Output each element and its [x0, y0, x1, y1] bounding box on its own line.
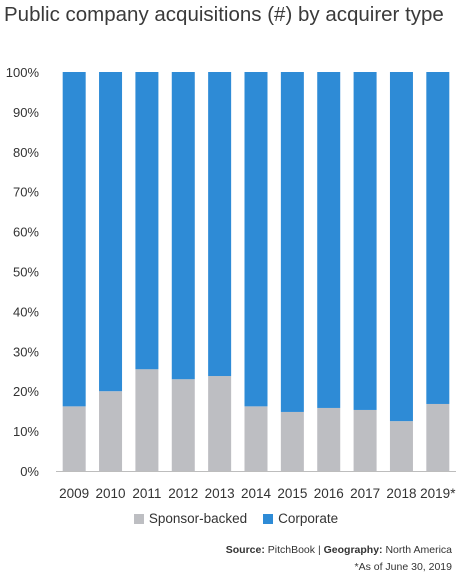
bar-corporate-2010 [99, 72, 123, 392]
bar-corporate-2014 [244, 72, 268, 407]
source-value: PitchBook [267, 544, 316, 556]
source-line: Source: PitchBook | Geography: North Ame… [226, 544, 452, 556]
chart-title: Public company acquisitions (#) by acqui… [4, 3, 444, 26]
geography-label: Geography: [323, 544, 383, 556]
x-tick-label: 2009 [59, 486, 89, 501]
bar-corporate-2013 [208, 72, 232, 377]
y-tick-label: 50% [13, 265, 39, 280]
geography-value: North America [385, 544, 452, 556]
bar-corporate-2019 [426, 72, 450, 404]
y-tick-label: 30% [13, 344, 39, 359]
chart-plot-area: 0%10%20%30%40%50%60%70%80%90%100% 2009 20… [6, 65, 456, 501]
x-tick-label: 2011 [132, 486, 161, 501]
bar-corporate-2012 [171, 72, 195, 380]
bar-sponsor-backed-2013 [208, 376, 232, 471]
legend-label: Corporate [278, 511, 339, 526]
y-tick-label: 100% [6, 65, 40, 80]
source-label: Source: [225, 544, 265, 556]
bar-sponsor-backed-2011 [135, 369, 159, 471]
bar-corporate-2017 [353, 72, 377, 410]
bar-sponsor-backed-2012 [171, 379, 195, 471]
footnote: *As of June 30, 2019 [354, 561, 453, 573]
x-tick-label: 2014 [241, 486, 272, 501]
legend-swatch [263, 514, 274, 524]
y-tick-label: 20% [13, 384, 39, 399]
x-tick-label: 2019* [420, 486, 456, 501]
bar-sponsor-backed-2009 [62, 406, 86, 471]
bar-corporate-2009 [62, 72, 86, 407]
x-tick-label: 2013 [205, 486, 235, 501]
legend-item: Corporate [263, 511, 338, 526]
x-tick-label: 2015 [277, 486, 307, 501]
x-tick-label: 2012 [168, 486, 198, 501]
x-tick-label: 2017 [350, 486, 380, 501]
legend-swatch [133, 514, 144, 524]
source-separator: | [317, 544, 321, 556]
bars [62, 72, 450, 471]
bar-corporate-2018 [389, 72, 413, 422]
legend-item: Sponsor-backed [133, 511, 248, 526]
y-tick-label: 90% [13, 105, 39, 120]
bar-corporate-2011 [135, 72, 159, 370]
y-tick-label: 60% [13, 225, 39, 240]
y-axis: 0% 10% 20% 30% 40% 50% 60% 70% 80% 90% 100% [6, 65, 40, 479]
x-tick-label: 2016 [314, 486, 344, 501]
bar-corporate-2016 [317, 72, 341, 408]
y-tick-label: 40% [13, 304, 39, 319]
y-tick-label: 10% [13, 424, 39, 439]
bar-sponsor-backed-2010 [99, 391, 123, 471]
x-axis: 2009 2010 2011 2012 2013 2014 2015 2016 2017 2018… [59, 486, 456, 501]
bar-sponsor-backed-2018 [389, 421, 413, 471]
bar-sponsor-backed-2014 [244, 406, 268, 471]
bar-sponsor-backed-2015 [280, 411, 304, 471]
bar-corporate-2015 [280, 72, 304, 412]
y-tick-label: 80% [13, 145, 39, 160]
x-tick-label: 2018 [386, 486, 416, 501]
legend-label: Sponsor-backed [148, 511, 248, 526]
bar-sponsor-backed-2019 [426, 403, 450, 471]
x-tick-label: 2010 [96, 486, 126, 501]
bar-sponsor-backed-2017 [353, 409, 377, 471]
legend: Sponsor-backed Corporate [0, 511, 472, 526]
y-tick-label: 0% [20, 464, 39, 479]
bar-sponsor-backed-2016 [317, 407, 341, 471]
y-tick-label: 70% [13, 185, 39, 200]
